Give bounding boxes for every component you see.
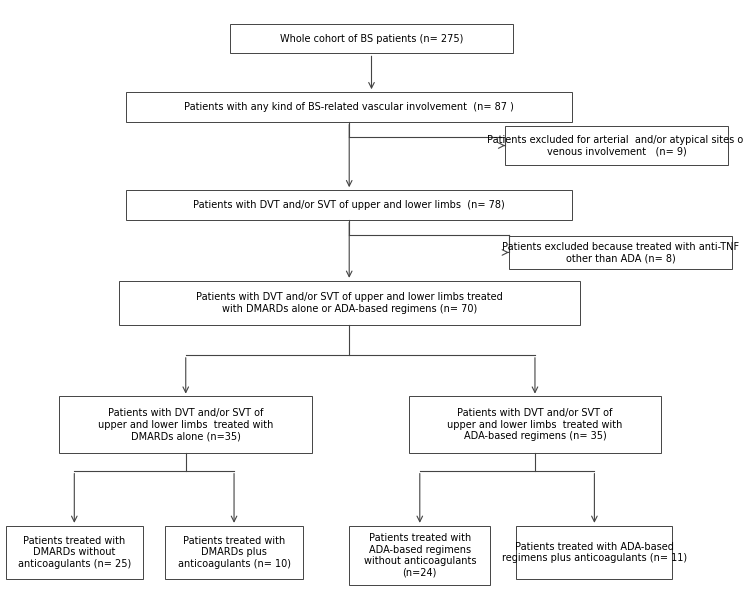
Text: Patients excluded for arterial  and/or atypical sites of
venous involvement   (n: Patients excluded for arterial and/or at…: [487, 135, 743, 156]
FancyBboxPatch shape: [165, 526, 303, 579]
Text: Patients excluded because treated with anti-TNF
other than ADA (n= 8): Patients excluded because treated with a…: [502, 242, 739, 263]
FancyBboxPatch shape: [6, 526, 143, 579]
FancyBboxPatch shape: [349, 526, 490, 585]
FancyBboxPatch shape: [230, 24, 513, 53]
FancyBboxPatch shape: [509, 236, 732, 268]
FancyBboxPatch shape: [505, 127, 728, 165]
Text: Patients with any kind of BS-related vascular involvement  (n= 87 ): Patients with any kind of BS-related vas…: [184, 102, 514, 112]
Text: Patients with DVT and/or SVT of upper and lower limbs treated
with DMARDs alone : Patients with DVT and/or SVT of upper an…: [196, 292, 502, 314]
FancyBboxPatch shape: [126, 190, 572, 220]
FancyBboxPatch shape: [119, 281, 580, 326]
Text: Patients treated with ADA-based
regimens plus anticoagulants (n= 11): Patients treated with ADA-based regimens…: [502, 542, 687, 563]
FancyBboxPatch shape: [59, 397, 312, 453]
Text: Patients with DVT and/or SVT of upper and lower limbs  (n= 78): Patients with DVT and/or SVT of upper an…: [193, 200, 505, 210]
Text: Patients treated with
DMARDs plus
anticoagulants (n= 10): Patients treated with DMARDs plus antico…: [178, 536, 291, 569]
Text: Patients with DVT and/or SVT of
upper and lower limbs  treated with
ADA-based re: Patients with DVT and/or SVT of upper an…: [447, 408, 623, 441]
FancyBboxPatch shape: [516, 526, 672, 579]
FancyBboxPatch shape: [409, 397, 661, 453]
Text: Patients with DVT and/or SVT of
upper and lower limbs  treated with
DMARDs alone: Patients with DVT and/or SVT of upper an…: [98, 408, 273, 441]
FancyBboxPatch shape: [126, 92, 572, 122]
Text: Whole cohort of BS patients (n= 275): Whole cohort of BS patients (n= 275): [280, 34, 463, 43]
Text: Patients treated with
DMARDs without
anticoagulants (n= 25): Patients treated with DMARDs without ant…: [18, 536, 131, 569]
Text: Patients treated with
ADA-based regimens
without anticoagulants
(n=24): Patients treated with ADA-based regimens…: [363, 533, 476, 578]
